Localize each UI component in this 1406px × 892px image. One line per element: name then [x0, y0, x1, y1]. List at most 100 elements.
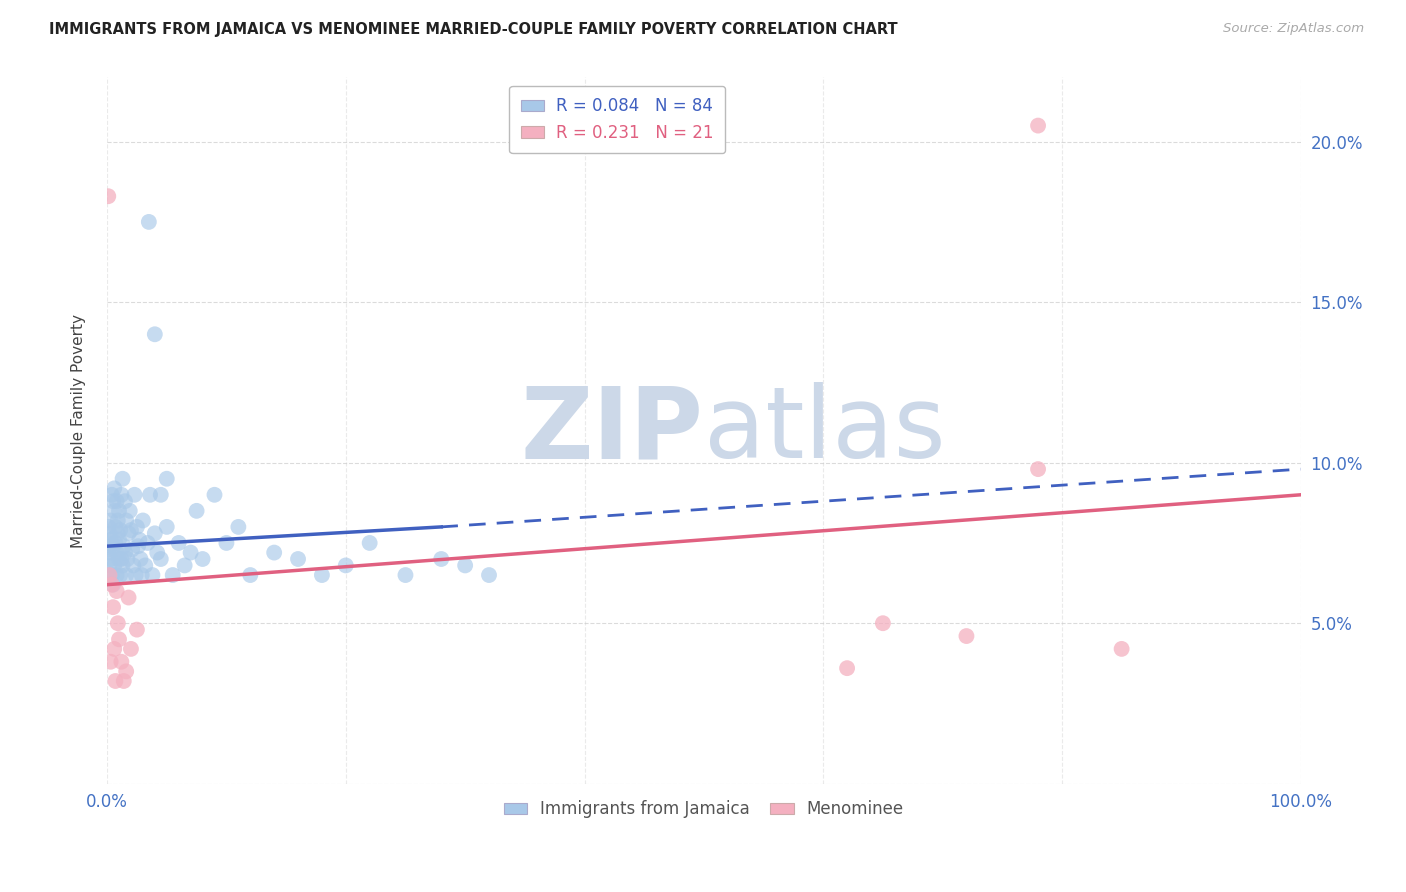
Point: [191, 552, 214, 566]
Point: [1026, 462, 1049, 476]
Point: [101, 600, 124, 615]
Point: [112, 539, 135, 553]
Point: [125, 520, 148, 534]
Point: [111, 472, 134, 486]
Point: [101, 488, 124, 502]
Point: [134, 558, 156, 573]
Point: [430, 552, 453, 566]
Point: [117, 526, 139, 541]
Point: [107, 513, 129, 527]
Point: [103, 482, 125, 496]
Point: [107, 616, 129, 631]
Point: [311, 568, 333, 582]
Point: [149, 488, 172, 502]
Point: [146, 545, 169, 559]
Point: [100, 513, 122, 527]
Point: [110, 552, 132, 566]
Point: [104, 673, 127, 688]
Point: [98, 568, 121, 582]
Point: [118, 504, 141, 518]
Point: [204, 488, 226, 502]
Point: [162, 568, 184, 582]
Point: [115, 513, 138, 527]
Point: [114, 545, 136, 559]
Point: [114, 494, 136, 508]
Point: [115, 665, 138, 679]
Point: [105, 568, 128, 582]
Point: [335, 558, 357, 573]
Y-axis label: Married-Couple Family Poverty: Married-Couple Family Poverty: [72, 314, 86, 548]
Legend: Immigrants from Jamaica, Menominee: Immigrants from Jamaica, Menominee: [498, 794, 911, 825]
Point: [108, 523, 131, 537]
Point: [100, 552, 122, 566]
Point: [108, 552, 131, 566]
Point: [97, 568, 120, 582]
Point: [125, 623, 148, 637]
Point: [105, 494, 128, 508]
Point: [101, 568, 124, 582]
Point: [121, 542, 143, 557]
Point: [117, 552, 139, 566]
Point: [131, 568, 153, 582]
Point: [128, 533, 150, 547]
Point: [124, 488, 146, 502]
Point: [101, 577, 124, 591]
Point: [108, 568, 131, 582]
Point: [108, 533, 131, 547]
Point: [138, 215, 160, 229]
Point: [111, 558, 134, 573]
Point: [143, 526, 166, 541]
Point: [108, 504, 131, 518]
Point: [127, 539, 149, 553]
Point: [110, 655, 132, 669]
Point: [104, 520, 127, 534]
Point: [1111, 641, 1133, 656]
Point: [107, 526, 129, 541]
Point: [141, 568, 163, 582]
Point: [139, 488, 162, 502]
Point: [103, 558, 125, 573]
Point: [112, 673, 135, 688]
Point: [215, 536, 238, 550]
Text: IMMIGRANTS FROM JAMAICA VS MENOMINEE MARRIED-COUPLE FAMILY POVERTY CORRELATION C: IMMIGRANTS FROM JAMAICA VS MENOMINEE MAR…: [49, 22, 898, 37]
Point: [115, 568, 138, 582]
Point: [132, 513, 155, 527]
Point: [110, 488, 132, 502]
Point: [1026, 119, 1049, 133]
Point: [108, 632, 131, 647]
Point: [105, 584, 128, 599]
Point: [180, 545, 202, 559]
Point: [156, 472, 179, 486]
Point: [103, 504, 125, 518]
Point: [359, 536, 381, 550]
Point: [129, 552, 152, 566]
Point: [136, 536, 159, 550]
Point: [122, 558, 145, 573]
Point: [120, 523, 142, 537]
Point: [835, 661, 858, 675]
Point: [143, 327, 166, 342]
Point: [100, 655, 122, 669]
Point: [478, 568, 501, 582]
Point: [104, 536, 127, 550]
Point: [101, 494, 124, 508]
Point: [228, 520, 250, 534]
Point: [872, 616, 894, 631]
Point: [263, 545, 285, 559]
Point: [98, 526, 121, 541]
Point: [287, 552, 309, 566]
Point: [239, 568, 262, 582]
Point: [186, 504, 208, 518]
Point: [394, 568, 416, 582]
Point: [149, 552, 172, 566]
Point: [103, 641, 125, 656]
Point: [167, 536, 190, 550]
Point: [98, 545, 121, 559]
Point: [156, 520, 179, 534]
Point: [125, 568, 148, 582]
Point: [100, 533, 122, 547]
Point: [97, 520, 120, 534]
Text: ZIP: ZIP: [522, 382, 704, 479]
Text: atlas: atlas: [704, 382, 945, 479]
Point: [105, 545, 128, 559]
